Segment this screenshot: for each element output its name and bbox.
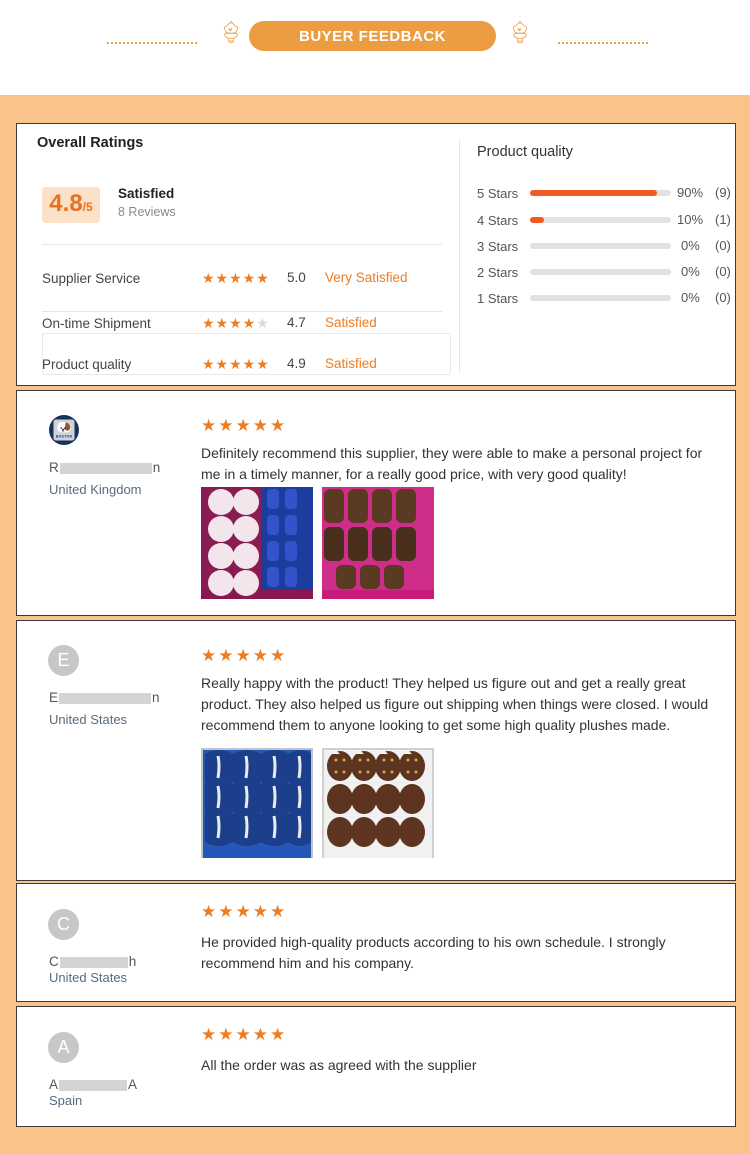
svg-text:BOSTON: BOSTON xyxy=(56,435,73,439)
